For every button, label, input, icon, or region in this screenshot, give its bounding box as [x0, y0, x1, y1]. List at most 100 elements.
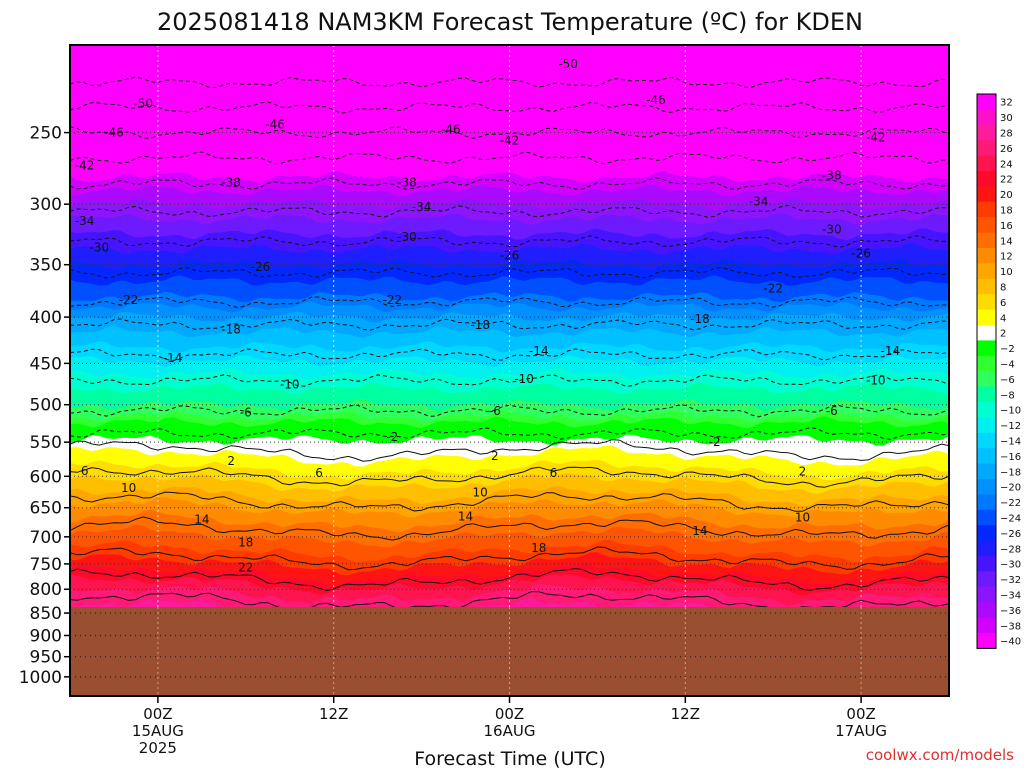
x-tick-label: 15AUG: [132, 722, 184, 740]
contour-label: -10: [514, 372, 534, 386]
y-axis: 2503003504004505005506006507007508008509…: [19, 124, 70, 688]
contour-line: [70, 591, 949, 613]
colorbar-label: 12: [1000, 252, 1013, 263]
colorbar-swatch: [977, 263, 996, 280]
y-tick-label: 550: [30, 433, 62, 453]
y-tick-label: 900: [30, 626, 62, 646]
colorbar-swatch: [977, 232, 996, 249]
colorbar-swatch: [977, 571, 996, 588]
colorbar-label: 20: [1000, 190, 1013, 201]
contour-line: [70, 76, 949, 89]
contour-line: [70, 151, 949, 165]
colorbar-swatch: [977, 309, 996, 326]
contour-label: -6: [240, 405, 252, 419]
colorbar-label: −28: [1000, 544, 1021, 555]
contour-label: -6: [826, 404, 838, 418]
colorbar-swatch: [977, 633, 996, 649]
contour-label: -46: [104, 126, 124, 140]
y-tick-label: 500: [30, 396, 62, 416]
x-axis-label: Forecast Time (UTC): [414, 748, 605, 768]
colorbar-label: 24: [1000, 159, 1013, 170]
colorbar-swatch: [977, 509, 996, 526]
contour-line: [70, 516, 949, 541]
y-tick-label: 300: [30, 195, 62, 215]
colorbar-swatch: [977, 201, 996, 218]
contour-label: 6: [315, 466, 323, 480]
contour-label: 2: [227, 454, 235, 468]
contour-label: -22: [119, 293, 139, 307]
colorbar-swatch: [977, 448, 996, 464]
x-tick-label: 12Z: [671, 705, 700, 723]
contour-label: -50: [558, 57, 578, 71]
colorbar-swatch: [977, 140, 996, 156]
contour-label: -10: [866, 373, 886, 387]
y-tick-label: 1000: [19, 668, 62, 688]
contour-label: -42: [500, 133, 520, 147]
contour-label: -46: [646, 93, 666, 107]
contour-label: -42: [75, 159, 95, 173]
colorbar-label: −10: [1000, 406, 1021, 417]
colorbar-swatch: [977, 371, 996, 387]
colorbar-label: −18: [1000, 467, 1021, 478]
colorbar-swatch: [977, 355, 996, 372]
colorbar-swatch: [977, 155, 996, 172]
contour-lines: [70, 76, 949, 613]
x-tick-label: 16AUG: [484, 722, 536, 740]
contour-label: -46: [441, 122, 461, 136]
contour-label: -46: [265, 118, 285, 132]
colorbar-swatch: [977, 294, 996, 310]
contour-label: -30: [822, 223, 842, 237]
colorbar-label: 30: [1000, 113, 1013, 124]
colorbar-swatch: [977, 278, 996, 295]
credit-text: coolwx.com/models: [866, 746, 1014, 764]
contour-label: 10: [121, 481, 136, 495]
contour-line: [70, 374, 949, 388]
contour-label: -34: [75, 214, 95, 228]
colorbar-label: 8: [1000, 283, 1006, 294]
contour-line: [70, 348, 949, 362]
colorbar: 32 30 28 26 24 22 20 18 16 14 12 10 8 6 4 2 −2 −4 −6 −8 −10 −…: [976, 93, 1021, 649]
colorbar-swatch: [977, 325, 996, 341]
colorbar-label: −20: [1000, 483, 1021, 494]
colorbar-swatch: [977, 248, 996, 264]
contour-label: 10: [795, 510, 810, 524]
colorbar-swatch: [977, 556, 996, 572]
contour-label: 10: [473, 485, 488, 499]
colorbar-swatch: [977, 109, 996, 126]
colorbar-swatch: [977, 479, 996, 495]
contour-label: 2: [799, 465, 807, 479]
colorbar-label: 16: [1000, 221, 1013, 232]
x-tick-label: 2025: [139, 739, 177, 757]
colorbar-label: 22: [1000, 175, 1013, 186]
contour-label: -10: [280, 378, 300, 392]
contour-label: -38: [221, 176, 241, 190]
colorbar-swatch: [977, 386, 996, 403]
contour-label: -14: [881, 344, 901, 358]
colorbar-label: −6: [1000, 375, 1015, 386]
y-tick-label: 950: [30, 648, 62, 668]
y-tick-label: 650: [30, 499, 62, 519]
contour-line: [70, 491, 949, 512]
contour-line: [70, 567, 949, 592]
contour-label: 14: [194, 513, 209, 527]
contour-line: [70, 296, 949, 309]
contour-label: 2: [491, 449, 499, 463]
colorbar-label: 10: [1000, 267, 1013, 278]
contour-label: -34: [749, 195, 769, 209]
y-tick-label: 750: [30, 555, 62, 575]
contour-label: -26: [851, 246, 871, 260]
colorbar-swatch: [977, 602, 996, 618]
contour-line: [70, 235, 949, 248]
colorbar-swatch: [977, 525, 996, 541]
colorbar-label: −24: [1000, 514, 1021, 525]
contour-line: [70, 439, 949, 462]
colorbar-label: −22: [1000, 498, 1021, 509]
colorbar-swatch: [977, 340, 996, 357]
colorbar-label: −12: [1000, 421, 1021, 432]
contour-label: -22: [382, 293, 402, 307]
contour-line: [70, 546, 949, 571]
contour-label: 22: [238, 561, 253, 575]
contour-label: -30: [397, 230, 417, 244]
